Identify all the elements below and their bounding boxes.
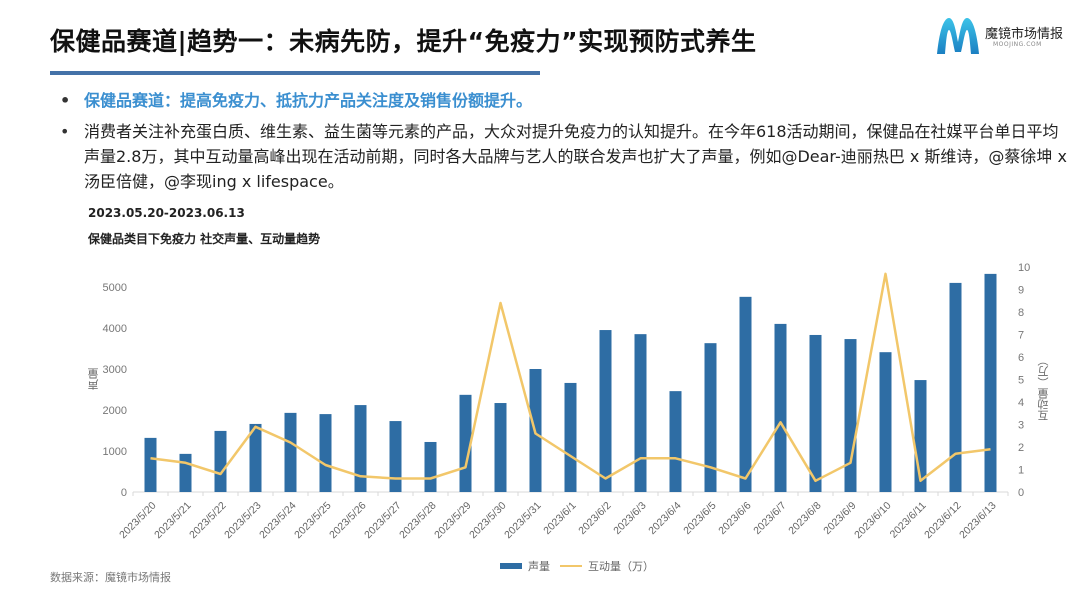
x-tick-label: 2023/5/21 xyxy=(152,500,194,542)
bar-volume xyxy=(704,343,717,492)
x-tick-label: 2023/6/1 xyxy=(541,500,578,537)
bar-volume xyxy=(669,391,682,492)
left-tick-label: 1000 xyxy=(103,446,127,458)
x-tick-label: 2023/6/8 xyxy=(786,500,823,537)
x-tick-label: 2023/6/6 xyxy=(716,500,753,537)
bar-volume xyxy=(249,423,262,492)
x-tick-label: 2023/6/7 xyxy=(751,500,788,537)
x-tick-label: 2023/5/23 xyxy=(222,500,264,542)
x-tick-label: 2023/5/26 xyxy=(327,500,369,542)
bar-volume xyxy=(949,282,962,492)
bar-volume xyxy=(774,323,787,492)
bar-volume xyxy=(179,453,192,492)
x-tick-label: 2023/5/28 xyxy=(397,500,439,542)
left-tick-label: 4000 xyxy=(103,323,127,335)
x-tick-label: 2023/5/20 xyxy=(117,500,159,542)
bar-volume xyxy=(844,339,857,492)
bar-volume xyxy=(634,334,647,492)
bar-volume xyxy=(739,296,752,492)
chart-date-range: 2023.05.20-2023.06.13 xyxy=(88,206,245,220)
bar-volume xyxy=(599,330,612,492)
right-tick-label: 9 xyxy=(1018,285,1024,297)
right-tick-label: 2 xyxy=(1018,442,1024,454)
bar-volume xyxy=(564,382,577,492)
right-tick-label: 0 xyxy=(1018,487,1024,499)
m-logo-icon xyxy=(937,18,979,54)
left-axis-label: 声量 xyxy=(87,368,100,390)
legend-item-volume: 声量 xyxy=(528,560,550,573)
bar-volume xyxy=(809,334,822,492)
x-tick-label: 2023/6/12 xyxy=(922,500,964,542)
bar-volume xyxy=(389,421,402,492)
bar-volume xyxy=(879,352,892,492)
legend-line-swatch xyxy=(560,565,582,567)
chart-legend: 声量 互动量（万） xyxy=(500,558,654,574)
x-tick-label: 2023/6/5 xyxy=(681,500,718,537)
line-engagement xyxy=(150,272,991,483)
brand-logo: 魔镜市场情报 MOOJING.COM xyxy=(935,14,1075,58)
x-tick-label: 2023/6/3 xyxy=(611,500,648,537)
combo-chart: 0 1000 2000 3000 4000 5000 0 1 2 3 4 5 6 7 8 9 10 2023/5/… xyxy=(103,262,1031,542)
logo-subtext: MOOJING.COM xyxy=(993,41,1042,48)
x-tick-label: 2023/5/31 xyxy=(502,500,544,542)
right-tick-label: 1 xyxy=(1018,465,1024,477)
bullet-highlight: 保健品赛道：提高免疫力、抵抗力产品关注度及销售份额提升。 xyxy=(58,88,1068,113)
x-tick-label: 2023/5/29 xyxy=(432,500,474,542)
right-tick-label: 7 xyxy=(1018,330,1024,342)
bar-volume xyxy=(284,412,297,492)
logo-text: 魔镜市场情报 xyxy=(985,27,1064,42)
right-axis-label: 互动量（万） xyxy=(1037,355,1050,421)
right-tick-label: 5 xyxy=(1018,375,1024,387)
bar-volume xyxy=(424,441,437,492)
bullet-list: 保健品赛道：提高免疫力、抵抗力产品关注度及销售份额提升。 消费者关注补充蛋白质、… xyxy=(58,88,1068,200)
left-tick-label: 2000 xyxy=(103,405,127,417)
x-tick-label: 2023/5/24 xyxy=(257,500,299,542)
x-tick-label: 2023/6/2 xyxy=(576,500,613,537)
x-tick-label: 2023/5/27 xyxy=(362,500,404,542)
left-tick-label: 0 xyxy=(121,487,127,499)
data-source: 数据来源：魔镜市场情报 xyxy=(50,571,171,584)
left-tick-label: 5000 xyxy=(103,282,127,294)
right-tick-label: 10 xyxy=(1018,262,1030,274)
right-tick-label: 6 xyxy=(1018,352,1024,364)
right-tick-label: 3 xyxy=(1018,420,1024,432)
x-tick-label: 2023/6/4 xyxy=(646,500,683,537)
x-tick-label: 2023/5/25 xyxy=(292,500,334,542)
bar-volume xyxy=(144,437,157,492)
legend-item-engagement: 互动量（万） xyxy=(588,560,654,573)
left-tick-label: 3000 xyxy=(103,364,127,376)
x-tick-label: 2023/5/30 xyxy=(467,500,509,542)
x-tick-label: 2023/6/13 xyxy=(957,500,999,542)
bar-volume xyxy=(984,273,997,492)
title-underline xyxy=(50,71,540,75)
bar-volume xyxy=(319,414,332,492)
right-tick-label: 8 xyxy=(1018,307,1024,319)
bar-volume xyxy=(214,430,227,492)
bullet-body: 消费者关注补充蛋白质、维生素、益生菌等元素的产品，大众对提升免疫力的认知提升。在… xyxy=(58,119,1068,194)
x-tick-label: 2023/5/22 xyxy=(187,500,229,542)
chart-subtitle: 保健品类目下免疫力 社交声量、互动量趋势 xyxy=(88,232,321,246)
right-tick-label: 4 xyxy=(1018,397,1024,409)
legend-bar-swatch xyxy=(500,563,522,569)
page-title: 保健品赛道|趋势一：未病先防，提升“免疫力”实现预防式养生 xyxy=(50,27,757,56)
x-tick-label: 2023/6/10 xyxy=(852,500,894,542)
bar-volume xyxy=(494,403,507,492)
bar-volume xyxy=(354,405,367,492)
